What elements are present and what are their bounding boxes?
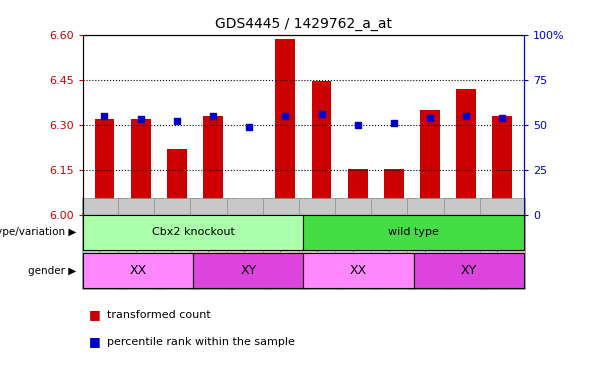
Text: genotype/variation ▶: genotype/variation ▶	[0, 227, 77, 237]
Point	[208, 113, 218, 119]
Point	[425, 114, 435, 121]
Bar	[83, 253, 193, 288]
Bar	[167, 149, 187, 215]
Bar	[384, 169, 404, 215]
Bar	[420, 110, 440, 215]
Bar	[131, 119, 151, 215]
Bar	[492, 116, 512, 215]
Point	[244, 124, 254, 130]
Text: wild type: wild type	[389, 227, 439, 237]
Bar	[414, 253, 524, 288]
Text: Cbx2 knockout: Cbx2 knockout	[151, 227, 235, 237]
Bar	[193, 253, 303, 288]
Text: XX: XX	[350, 264, 367, 277]
Bar	[456, 89, 476, 215]
Point	[498, 114, 508, 121]
Bar	[94, 119, 115, 215]
Point	[353, 122, 363, 128]
Text: percentile rank within the sample: percentile rank within the sample	[107, 337, 295, 347]
Title: GDS4445 / 1429762_a_at: GDS4445 / 1429762_a_at	[215, 17, 392, 31]
Bar	[239, 212, 259, 215]
Text: ■: ■	[89, 308, 101, 321]
Bar	[303, 215, 524, 250]
Text: XX: XX	[129, 264, 147, 277]
Bar	[311, 81, 332, 215]
Bar	[83, 215, 303, 250]
Bar	[275, 39, 295, 215]
Point	[317, 111, 327, 117]
Point	[389, 120, 399, 126]
Text: ■: ■	[89, 335, 101, 348]
Bar	[348, 169, 368, 215]
Text: XY: XY	[461, 264, 477, 277]
Point	[99, 113, 109, 119]
Bar	[203, 116, 223, 215]
Text: transformed count: transformed count	[107, 310, 211, 320]
Text: XY: XY	[240, 264, 256, 277]
Point	[172, 118, 181, 124]
Point	[280, 113, 290, 119]
Point	[462, 113, 471, 119]
Text: gender ▶: gender ▶	[28, 266, 77, 276]
Bar	[303, 253, 414, 288]
Point	[135, 116, 145, 122]
